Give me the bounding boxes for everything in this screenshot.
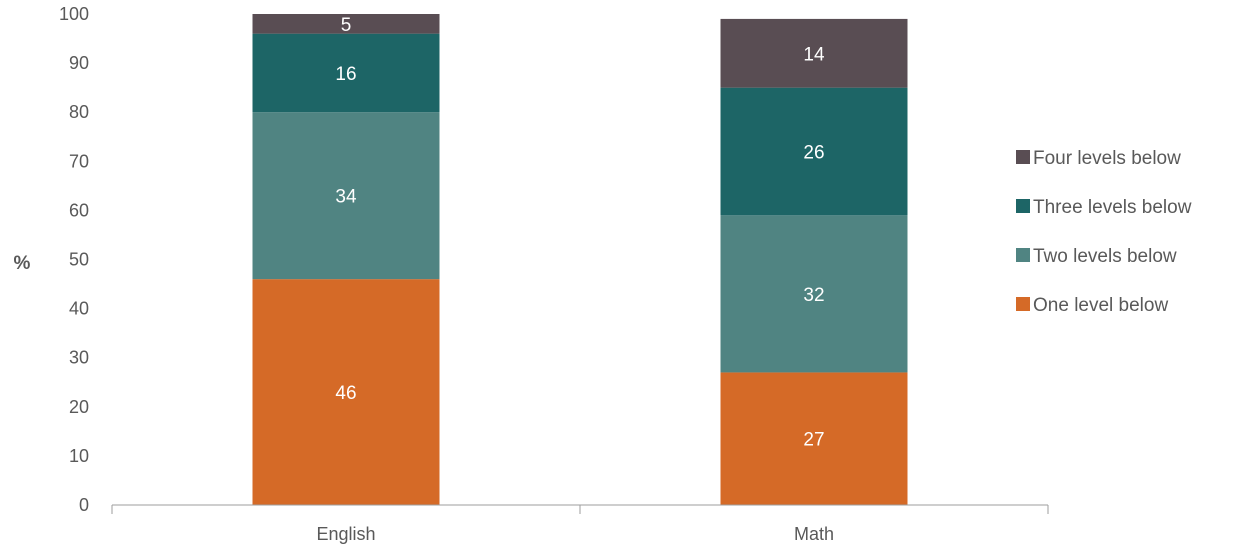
legend-label: Two levels below bbox=[1033, 246, 1177, 267]
legend-swatch bbox=[1016, 150, 1030, 164]
y-tick-label: 100 bbox=[59, 4, 89, 24]
data-label: 34 bbox=[335, 187, 357, 208]
y-axis-label: % bbox=[14, 253, 31, 274]
legend-label: Three levels below bbox=[1033, 197, 1192, 218]
y-tick-label: 30 bbox=[69, 348, 89, 368]
y-tick-label: 50 bbox=[69, 250, 89, 270]
legend-label: One level below bbox=[1033, 295, 1168, 316]
y-axis: % 0 10 20 30 40 50 60 70 80 90 100 bbox=[14, 4, 89, 515]
bar-segment bbox=[720, 87, 908, 216]
legend-swatch bbox=[1016, 199, 1030, 213]
data-label: 26 bbox=[803, 142, 824, 163]
bar-segment bbox=[252, 33, 440, 113]
y-tick-label: 80 bbox=[69, 102, 89, 122]
y-tick-label: 10 bbox=[69, 446, 89, 466]
legend-swatch bbox=[1016, 248, 1030, 262]
legend-label: Four levels below bbox=[1033, 148, 1181, 169]
x-tick-label: English bbox=[316, 524, 375, 544]
bar-segment bbox=[252, 112, 440, 280]
data-label: 27 bbox=[803, 430, 824, 451]
data-label: 14 bbox=[803, 44, 825, 65]
y-tick-label: 40 bbox=[69, 299, 89, 319]
bar-segment bbox=[252, 14, 440, 34]
x-axis: English Math bbox=[111, 504, 1049, 544]
legend-swatch bbox=[1016, 297, 1030, 311]
y-tick-label: 90 bbox=[69, 53, 89, 73]
bars: 46 34 16 5 27 32 26 14 bbox=[252, 14, 908, 505]
y-tick-label: 60 bbox=[69, 200, 89, 220]
bar-segment bbox=[720, 18, 908, 88]
data-label: 46 bbox=[335, 383, 356, 404]
bar-segment bbox=[720, 215, 908, 373]
y-tick-label: 0 bbox=[79, 495, 89, 515]
y-tick-label: 20 bbox=[69, 397, 89, 417]
x-tick-label: Math bbox=[794, 524, 834, 544]
y-tick-label: 70 bbox=[69, 151, 89, 171]
legend: Four levels below Three levels below Two l… bbox=[1016, 148, 1192, 316]
data-label: 16 bbox=[335, 64, 356, 85]
bar-segment bbox=[252, 279, 440, 505]
data-label: 32 bbox=[803, 285, 824, 306]
data-label: 5 bbox=[341, 15, 352, 36]
bar-segment bbox=[720, 372, 908, 505]
